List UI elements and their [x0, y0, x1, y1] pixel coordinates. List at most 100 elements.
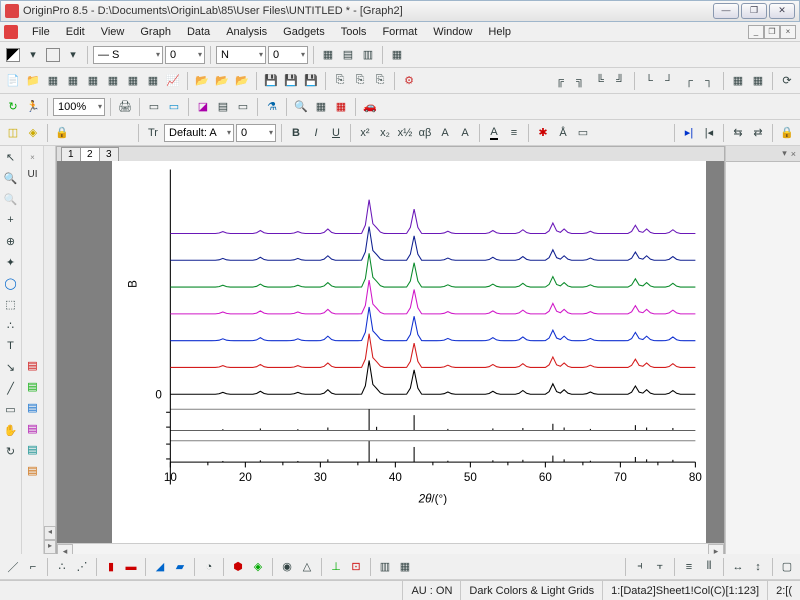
fill-pattern-combo[interactable]: N [216, 46, 266, 64]
line-tool[interactable]: ╱ [2, 379, 20, 397]
front-button[interactable]: ▢ [778, 558, 796, 576]
line-color-button[interactable] [4, 46, 22, 64]
hv-plot-button[interactable]: ⌐ [24, 558, 42, 576]
rotate-tool[interactable]: ↻ [2, 442, 20, 460]
add-layer-4-button[interactable]: ┐ [700, 72, 718, 90]
region-tool[interactable]: ⬚ [2, 295, 20, 313]
mdi-close-button[interactable]: × [780, 25, 796, 39]
dock-pin-icon[interactable]: ▾ [780, 148, 789, 159]
slide-button[interactable]: ▭ [145, 98, 163, 116]
grid-dash-button[interactable]: ▦ [319, 46, 337, 64]
digitize-button[interactable]: ▦ [332, 98, 350, 116]
new-3dbar-button[interactable]: ◫ [4, 124, 22, 142]
plot-linesym-icon[interactable]: ▤ [24, 398, 42, 416]
data-selector-tool[interactable]: ✦ [2, 253, 20, 271]
new-excel-button[interactable]: ▦ [64, 72, 82, 90]
code-button[interactable]: ▭ [234, 98, 252, 116]
grid-both-button[interactable]: ▦ [388, 46, 406, 64]
mask-unmask-button[interactable]: ⇄ [749, 124, 767, 142]
menu-edit[interactable]: Edit [58, 24, 93, 40]
hist-button[interactable]: ▥ [376, 558, 394, 576]
pie-plot-button[interactable]: ◔ [200, 558, 218, 576]
add-bottom-x-button[interactable]: ╚ [591, 72, 609, 90]
add-layer-3-button[interactable]: ┌ [680, 72, 698, 90]
layer-tab-3[interactable]: 3 [99, 147, 119, 161]
scroll-right-icon[interactable]: ▸ [44, 540, 56, 554]
mdi-minimize-button[interactable]: _ [748, 25, 764, 39]
merge-button[interactable]: ▦ [749, 72, 767, 90]
fill-value-combo[interactable]: 0 [268, 46, 308, 64]
grid-minor-button[interactable]: ▥ [359, 46, 377, 64]
h-scrollbar[interactable]: ◂ ▸ [57, 543, 724, 554]
fill-color-button[interactable] [44, 46, 62, 64]
find-button[interactable]: 🔍 [292, 98, 310, 116]
scroll-left-icon[interactable]: ◂ [44, 526, 56, 540]
pe-button[interactable]: ◪ [194, 98, 212, 116]
minimize-button[interactable]: — [713, 3, 739, 19]
menu-data[interactable]: Data [179, 24, 218, 40]
supersub-button[interactable]: x½ [396, 124, 414, 142]
dock-close-icon[interactable]: × [789, 149, 798, 159]
save-template-button[interactable]: 💾 [282, 72, 300, 90]
hand-tool[interactable]: ✋ [2, 421, 20, 439]
close-palette-icon[interactable]: × [24, 148, 42, 166]
box-button[interactable]: ⊡ [347, 558, 365, 576]
close-button[interactable]: ✕ [769, 3, 795, 19]
text-tool[interactable]: T [2, 337, 20, 355]
zoom-in-tool[interactable]: 🔍 [2, 169, 20, 187]
new-3dsurf-button[interactable]: ◈ [24, 124, 42, 142]
script-button[interactable]: ⚗ [263, 98, 281, 116]
graph-paper[interactable]: 0B10203040506070802θ/(°) [112, 161, 706, 543]
arrow-tool[interactable]: ↘ [2, 358, 20, 376]
font-face-button[interactable]: Tr [144, 124, 162, 142]
menu-view[interactable]: View [93, 24, 133, 40]
same-h-button[interactable]: ↕ [749, 558, 767, 576]
symbol-button[interactable]: Å [554, 124, 572, 142]
zoom-out-tool[interactable]: 🔍 [2, 190, 20, 208]
line-color-dropdown[interactable]: ▾ [24, 46, 42, 64]
fill-plot-button[interactable]: ▰ [171, 558, 189, 576]
batch-button[interactable]: ⚙ [400, 72, 418, 90]
template-button[interactable]: ▦ [396, 558, 414, 576]
new-notes-button[interactable]: ▦ [144, 72, 162, 90]
menu-window[interactable]: Window [425, 24, 480, 40]
mask-end-button[interactable]: |◂ [700, 124, 718, 142]
font-inc-button[interactable]: A [436, 124, 454, 142]
linesym-plot-button[interactable]: ⋰ [73, 558, 91, 576]
draw-tool[interactable]: ∴ [2, 316, 20, 334]
area-plot-button[interactable]: ◢ [151, 558, 169, 576]
polar-button[interactable]: ◉ [278, 558, 296, 576]
menu-tools[interactable]: Tools [333, 24, 375, 40]
save-project-button[interactable]: 💾 [302, 72, 320, 90]
layer-tab-2[interactable]: 2 [80, 147, 100, 161]
new-matrix-button[interactable]: ▦ [104, 72, 122, 90]
plot-area-icon[interactable]: ▤ [24, 440, 42, 458]
italic-button[interactable]: I [307, 124, 325, 142]
fill-color-dropdown[interactable]: ▾ [64, 46, 82, 64]
link-button[interactable]: ▭ [574, 124, 592, 142]
ternary-button[interactable]: △ [298, 558, 316, 576]
scroll-right-button[interactable]: ▸ [708, 544, 724, 554]
menu-gadgets[interactable]: Gadgets [275, 24, 333, 40]
bold-button[interactable]: B [287, 124, 305, 142]
pointer-tool[interactable]: ↖ [2, 148, 20, 166]
add-right-y-button[interactable]: ╗ [571, 72, 589, 90]
new-layout-button[interactable]: ▦ [124, 72, 142, 90]
greek-button[interactable]: αβ [416, 124, 434, 142]
import-multi-button[interactable]: ⎘ [371, 72, 389, 90]
open-button[interactable]: 📂 [193, 72, 211, 90]
mask-range-button[interactable]: ⇆ [729, 124, 747, 142]
data-reader-tool[interactable]: ⊕ [2, 232, 20, 250]
new-workbook-button[interactable]: ▦ [44, 72, 62, 90]
plot-column-icon[interactable]: ▤ [24, 419, 42, 437]
column-plot-button[interactable]: ▮ [102, 558, 120, 576]
screen-reader-tool[interactable]: + [2, 211, 20, 229]
menu-help[interactable]: Help [480, 24, 519, 40]
print-button[interactable]: 🖨 [116, 98, 134, 116]
asterisk-button[interactable]: ✱ [534, 124, 552, 142]
import-wizard-button[interactable]: ⎘ [331, 72, 349, 90]
mask-tool[interactable]: ◯ [2, 274, 20, 292]
results-button[interactable]: ▤ [214, 98, 232, 116]
font-size-combo[interactable]: 0 [236, 124, 276, 142]
save-button[interactable]: 💾 [262, 72, 280, 90]
